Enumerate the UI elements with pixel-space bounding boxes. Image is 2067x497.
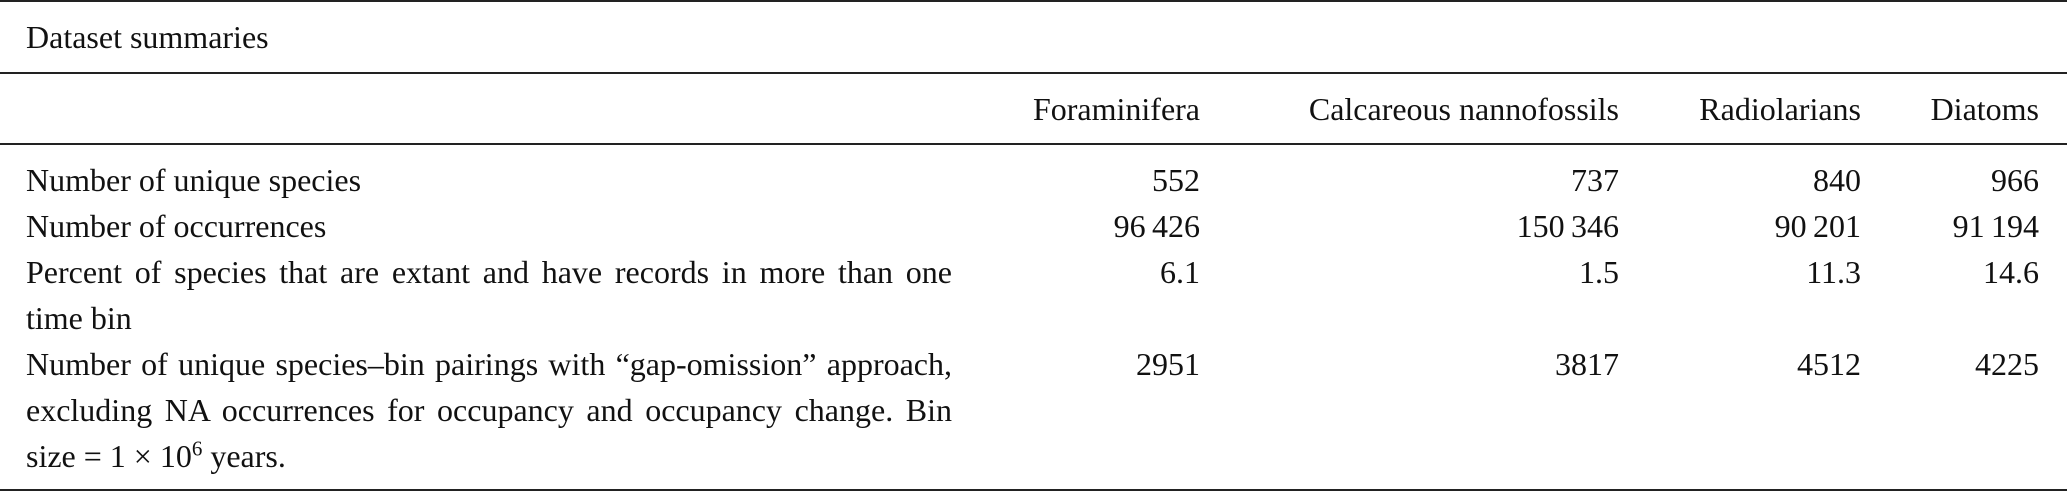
table-body: Number of unique species 552 737 840 966 Numb… xyxy=(0,144,2067,491)
value-cell: 96 426 xyxy=(1113,208,1200,244)
value-cell: 150 346 xyxy=(1516,208,1619,244)
table-row: Percent of species that are extant and h… xyxy=(0,249,2067,341)
spacer xyxy=(2039,203,2067,249)
spacer xyxy=(2039,73,2067,145)
table-title: Dataset summaries xyxy=(0,0,2067,74)
value-cell: 2951 xyxy=(952,341,1200,491)
value-cell: 11.3 xyxy=(1806,254,1861,290)
label-text: Number of unique species xyxy=(26,162,362,198)
row-label: Number of occurrences xyxy=(0,203,952,249)
column-header: Diatoms xyxy=(1861,73,2039,145)
column-header: Foraminifera xyxy=(952,73,1200,145)
value-cell: 4225 xyxy=(1861,341,2039,491)
value-cell: 91 194 xyxy=(1952,208,2039,244)
spacer xyxy=(2039,249,2067,341)
spacer xyxy=(2039,144,2067,203)
value-cell: 90 201 xyxy=(1774,208,1861,244)
label-text: Percent of species that are extant and h… xyxy=(26,254,952,336)
value-cell: 6.1 xyxy=(1160,254,1200,290)
header-row: Foraminifera Calcareous nannofossils Radio… xyxy=(0,73,2067,145)
value-cell: 737 xyxy=(1571,162,1619,198)
column-header: Radiolarians xyxy=(1619,73,1861,145)
value-cell: 552 xyxy=(1152,162,1200,198)
label-text: Number of occurrences xyxy=(26,208,327,244)
row-label: Percent of species that are extant and h… xyxy=(0,249,952,341)
row-label: Number of unique species–bin pairings wi… xyxy=(0,341,952,491)
value-cell: 1.5 xyxy=(1579,254,1619,290)
spacer xyxy=(2039,341,2067,491)
table-row: Number of occurrences 96 426 150 346 90 201… xyxy=(0,203,2067,249)
value-cell: 966 xyxy=(1991,162,2039,198)
row-label: Number of unique species xyxy=(0,144,952,203)
value-cell: 3817 xyxy=(1200,341,1619,491)
column-header: Calcareous nannofossils xyxy=(1200,73,1619,145)
header-cell xyxy=(0,73,952,145)
label-text: Number of unique species–bin pairings wi… xyxy=(26,346,952,474)
table-row: Number of unique species–bin pairings wi… xyxy=(0,341,2067,491)
title-row: Dataset summaries xyxy=(0,0,2067,74)
value-cell: 14.6 xyxy=(1983,254,2039,290)
value-cell: 4512 xyxy=(1619,341,1861,491)
label-superscript: 6 xyxy=(191,436,203,461)
value-cell: 840 xyxy=(1813,162,1861,198)
label-tail: years. xyxy=(202,438,286,474)
table-row: Number of unique species 552 737 840 966 xyxy=(0,144,2067,203)
